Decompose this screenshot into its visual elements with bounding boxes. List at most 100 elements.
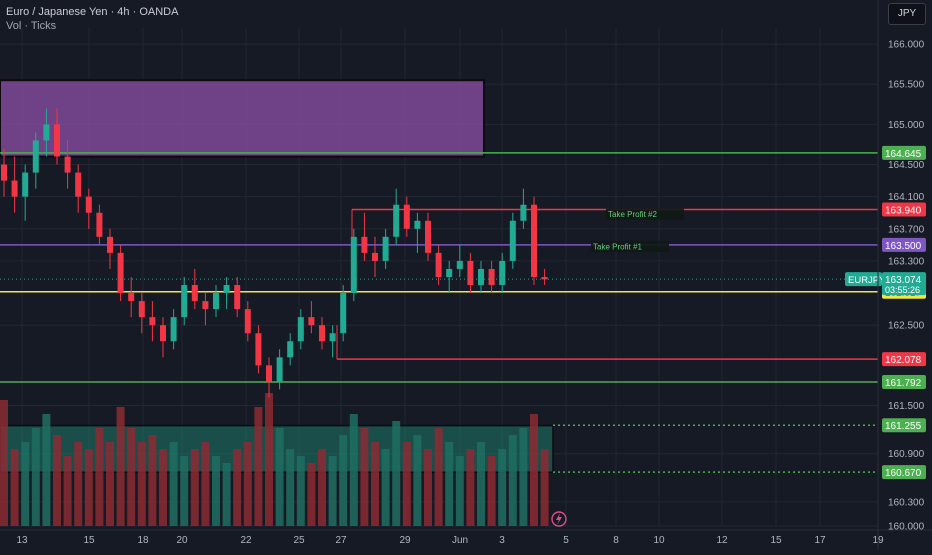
volume-bar <box>318 449 326 526</box>
x-tick-label: 3 <box>499 535 505 546</box>
volume-bar <box>296 456 305 526</box>
y-tick-label: 162.500 <box>888 321 925 332</box>
candle-body <box>403 204 410 229</box>
y-tick-label: 163.300 <box>888 256 925 267</box>
current-price-tag <box>882 272 926 296</box>
x-tick-label: 25 <box>293 535 305 546</box>
candle-body <box>191 285 198 302</box>
volume-bar <box>307 463 316 526</box>
y-tick-label: 166.000 <box>888 40 925 51</box>
candle-body <box>43 124 50 141</box>
annotation-box <box>591 240 669 252</box>
annotation-box <box>606 208 684 220</box>
x-tick-label: 10 <box>653 535 665 546</box>
candle-body <box>456 260 463 269</box>
volume-bar <box>530 414 538 526</box>
level-price-tag <box>882 418 926 433</box>
candle-body <box>297 317 304 342</box>
candle-body <box>287 341 294 358</box>
supply-zone[interactable] <box>0 79 485 158</box>
current-price-label: 163.074 <box>885 275 922 286</box>
volume-bar <box>42 414 51 526</box>
volume-bar <box>95 428 104 526</box>
volume-bar <box>254 407 263 526</box>
level-price-label: 164.645 <box>885 149 922 160</box>
x-tick-label: 18 <box>137 535 149 546</box>
volume-bar <box>445 442 454 526</box>
lightning-icon[interactable] <box>551 511 567 527</box>
currency-button[interactable]: JPY <box>888 3 926 25</box>
level-price-tag <box>882 375 926 390</box>
candle-body <box>22 172 29 197</box>
volume-bar <box>508 435 517 526</box>
x-tick-label: 15 <box>770 535 782 546</box>
candle-body <box>11 180 18 197</box>
volume-bar <box>190 449 199 526</box>
candle-body <box>435 252 442 277</box>
volume-bar <box>116 407 125 526</box>
x-tick-label: 29 <box>399 535 411 546</box>
symbol-tag-label: EURJPY <box>848 275 886 286</box>
volume-bar <box>137 442 146 526</box>
candle-body <box>181 285 188 318</box>
y-tick-label: 163.700 <box>888 224 925 235</box>
symbol-tag <box>845 272 882 287</box>
candle-body <box>541 277 548 280</box>
candle-body <box>478 268 484 286</box>
volume-bar <box>360 428 369 526</box>
candle-body <box>266 365 272 382</box>
volume-bar <box>21 442 30 526</box>
level-price-label: 163.940 <box>885 206 922 217</box>
candle-body <box>350 236 357 294</box>
candle-body <box>509 220 516 261</box>
volume-bar <box>127 428 136 526</box>
candle-body <box>1 164 7 181</box>
level-price-label: 163.500 <box>885 241 922 252</box>
volume-bar <box>339 435 348 526</box>
volume-bar <box>540 449 549 526</box>
level-price-label: 161.255 <box>885 421 922 432</box>
volume-bar <box>148 435 157 526</box>
candle-body <box>75 172 82 197</box>
candle-body <box>340 293 347 334</box>
volume-bar <box>180 456 189 526</box>
candle-body <box>170 317 177 342</box>
level-price-label: 161.792 <box>885 378 922 389</box>
indicator-label[interactable]: Vol · Ticks <box>6 20 57 32</box>
lightning-icon-glyph <box>556 513 562 525</box>
candle-body <box>467 260 474 286</box>
volume-bar <box>424 449 432 526</box>
volume-bar <box>275 428 284 526</box>
volume-bar <box>498 449 507 526</box>
candle-body <box>85 196 92 213</box>
volume-bar <box>381 449 390 526</box>
y-tick-label: 164.500 <box>888 160 925 171</box>
volume-bar <box>169 442 178 526</box>
candle-body <box>117 252 124 294</box>
level-price-tag <box>882 202 926 217</box>
candle-body <box>138 301 145 318</box>
volume-bar <box>402 442 411 526</box>
candle-body <box>308 317 315 326</box>
candle-body <box>96 212 103 237</box>
volume-bar <box>0 400 8 526</box>
volume-bar <box>371 442 379 526</box>
volume-bar <box>413 435 422 526</box>
x-tick-label: 13 <box>16 535 28 546</box>
level-price-tag <box>882 465 926 480</box>
candle-body <box>160 325 166 342</box>
volume-bar <box>466 449 475 526</box>
x-tick-label: 12 <box>716 535 728 546</box>
level-price-tag <box>882 352 926 367</box>
countdown-label: 03:55:26 <box>885 285 920 295</box>
candle-body <box>319 325 325 342</box>
candle-body <box>32 140 39 173</box>
y-tick-label: 165.500 <box>888 80 925 91</box>
x-tick-label: 27 <box>335 535 347 546</box>
volume-bar <box>63 456 72 526</box>
candle-body <box>520 204 527 221</box>
y-tick-label: 160.900 <box>888 449 925 460</box>
candle-body <box>276 357 283 382</box>
